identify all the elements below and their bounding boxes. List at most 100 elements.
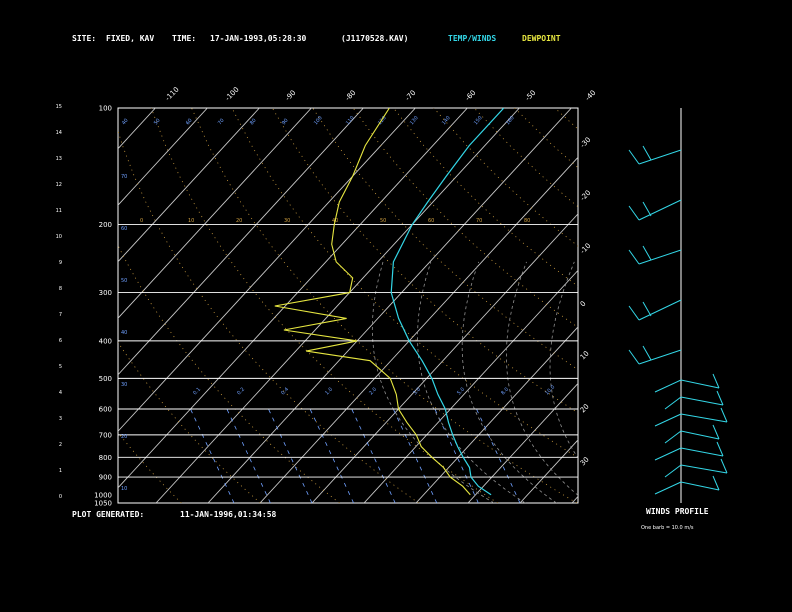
pressure-label: 900 [99,474,112,482]
pressure-label: 1000 [94,491,112,499]
wind-barb-flag [712,424,720,440]
height-km-label: 2 [59,442,62,448]
wind-barb [664,430,682,444]
mixing-ratio-line [226,408,271,503]
mixing-ratio-side-label: 30 [121,382,127,388]
series-layer [274,108,505,496]
top-temp-label: -90 [284,89,298,103]
wind-barb [680,396,724,406]
isotherm-line [415,326,578,503]
wind-barb [680,464,728,474]
adiabat-label: 60 [185,118,194,127]
wind-barb [664,464,682,478]
wind-barb [654,447,682,461]
isotherm-line [118,108,156,150]
isotherm-line [363,269,578,503]
site-value: FIXED, KAV [106,34,154,43]
isotherm-line [118,108,260,263]
dry-adiabat-label: 0 [140,218,143,224]
adiabat-label: 70 [217,118,226,127]
wind-barb [680,430,720,440]
height-km-label: 7 [59,312,62,318]
moist-adiabat [417,261,526,503]
wind-barb-flag [628,205,640,221]
isotherm-line [519,439,578,503]
height-km-label: 6 [59,338,62,344]
mixing-ratio-label: 1.0 [324,387,334,397]
file-name: (J1170528.KAV) [341,34,408,43]
wind-barb [680,447,724,457]
moist-adiabat [371,261,495,503]
wind-barb-flag [628,249,640,265]
wind-barb [638,149,682,165]
wind-barb [638,249,682,265]
adiabat-label: 150 [473,115,484,126]
wind-barb [680,413,728,423]
dry-adiabat [473,108,578,208]
height-km-label: 11 [56,208,62,214]
mixing-ratio-line [351,408,396,503]
dry-adiabat-label: 60 [428,218,434,224]
height-km-label: 12 [56,182,62,188]
isotherm-line [571,495,578,503]
wind-barb-flag [716,441,724,457]
wind-barb-flag [642,345,652,361]
mixing-ratio-side-label: 20 [121,434,127,440]
mixing-ratio-label: 0.1 [192,387,202,397]
isotherm-line [467,382,578,503]
height-km-label: 5 [59,364,62,370]
wind-barb [680,379,720,389]
wind-barb-flag [642,201,652,217]
wind-barb-flag [628,349,640,365]
mixing-ratio-label: 0.2 [236,387,246,397]
dry-adiabat [595,108,792,503]
dry-adiabat [757,108,792,503]
isotherm-line [207,108,572,503]
wind-barb [680,481,720,491]
mixing-ratio-label: 0.4 [280,387,290,397]
grid-layer [0,108,792,503]
isotherm-line [780,108,792,503]
right-temp-label: -20 [579,189,593,203]
mixing-ratio-label: 2.0 [368,387,378,397]
adiabat-label: 90 [281,118,290,127]
wind-barb-flag [628,149,640,165]
isotherm-line [0,108,103,503]
plot-generated-label: PLOT GENERATED: [72,510,144,519]
mixing-ratio-side-label: 60 [121,226,127,232]
isotherm-line [155,108,520,503]
right-temp-label: 0 [579,300,588,309]
height-km-label: 3 [59,416,62,422]
right-temp-label: 10 [579,349,591,361]
adiabat-label: 100 [313,115,324,126]
adiabat-label: 40 [121,118,130,127]
pressure-label: 300 [99,289,112,297]
wind-barb-flag [642,301,652,317]
right-temp-label: 20 [579,402,591,414]
pressure-label: 700 [99,431,112,439]
dry-adiabat-label: 50 [380,218,386,224]
height-km-label: 15 [56,104,62,110]
temperature-line [390,108,505,496]
isotherm-line [624,108,792,503]
mixing-ratio-line [309,408,354,503]
wind-barb [638,299,682,321]
legend-temp-winds: TEMP/WINDS [448,34,496,43]
top-temp-label: -110 [164,86,181,103]
dry-adiabat [554,108,578,130]
dry-adiabat [118,129,419,503]
wind-barb-flag [642,245,652,261]
plot-frame [117,107,579,504]
pressure-label: 800 [99,454,112,462]
wind-barb [638,349,682,365]
dry-adiabat [676,108,792,503]
isotherm-line [728,108,792,503]
plot-generated-value: 11-JAN-1996,01:34:58 [180,510,277,519]
adiabat-label: 110 [345,115,356,126]
adiabat-label: 140 [441,115,452,126]
wind-barb [654,379,682,393]
wind-barb [654,481,682,495]
height-km-label: 14 [56,130,62,136]
dry-adiabat-label: 20 [236,218,242,224]
